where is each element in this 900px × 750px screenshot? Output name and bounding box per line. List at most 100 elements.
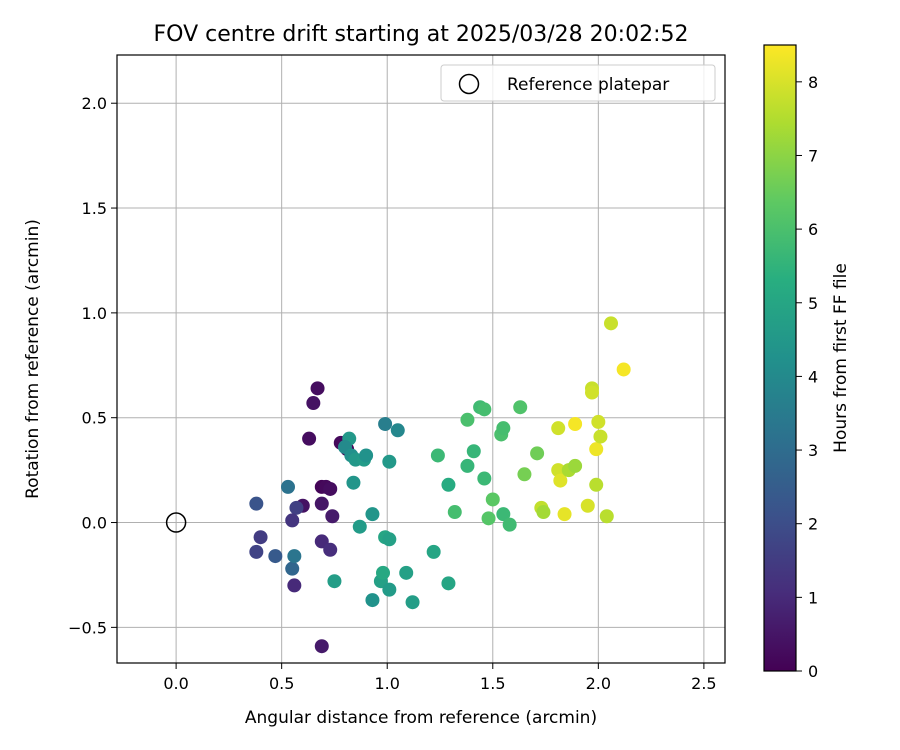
- data-point: [591, 414, 606, 429]
- y-axis-label: Rotation from reference (arcmin): [23, 219, 43, 499]
- y-tick-label: 0.0: [82, 514, 107, 533]
- colorbar-tick-label: 2: [808, 515, 818, 534]
- colorbar-tick-label: 3: [808, 441, 818, 460]
- data-point: [253, 530, 268, 545]
- data-point: [346, 475, 361, 490]
- data-point: [593, 429, 608, 444]
- data-point: [310, 381, 325, 396]
- data-point: [589, 442, 604, 457]
- data-point: [481, 511, 496, 526]
- data-point: [287, 549, 302, 564]
- data-point: [441, 477, 456, 492]
- data-point: [460, 458, 475, 473]
- data-point: [405, 595, 420, 610]
- data-point: [426, 544, 441, 559]
- data-point: [378, 416, 393, 431]
- data-point: [306, 396, 321, 411]
- x-tick-label: 2.0: [586, 674, 611, 693]
- colorbar-ticks: 0 1 2 3 4 5 6 7 8: [796, 73, 818, 681]
- legend-marker-icon: [458, 73, 480, 95]
- data-point: [530, 446, 545, 461]
- data-point: [477, 471, 492, 486]
- legend-box: [440, 64, 716, 102]
- data-point: [557, 507, 572, 522]
- y-axis-ticks: −0.5 0.0 0.5 1.0 1.5 2.0: [68, 94, 117, 637]
- legend-entry-reference: Reference platepar: [507, 75, 669, 95]
- data-point: [568, 416, 583, 431]
- data-point: [616, 362, 631, 377]
- data-point: [323, 481, 338, 496]
- data-point: [314, 496, 329, 511]
- data-point: [441, 576, 456, 591]
- colorbar-tick-label: 8: [808, 73, 818, 92]
- data-point: [287, 578, 302, 593]
- data-point: [460, 412, 475, 427]
- colorbar-tick-label: 1: [808, 588, 818, 607]
- data-point: [382, 454, 397, 469]
- data-points: [249, 316, 631, 654]
- data-point: [477, 402, 492, 417]
- data-point: [249, 496, 264, 511]
- data-point: [382, 532, 397, 547]
- data-point: [365, 593, 380, 608]
- y-tick-label: 2.0: [82, 94, 107, 113]
- colorbar-tick-label: 4: [808, 367, 818, 386]
- y-tick-label: −0.5: [68, 618, 107, 637]
- data-point: [390, 423, 405, 438]
- data-point: [604, 316, 618, 331]
- data-point: [553, 473, 568, 488]
- data-point: [485, 492, 500, 507]
- colorbar-tick-label: 5: [808, 294, 818, 313]
- colorbar-tick-label: 7: [808, 146, 818, 165]
- x-tick-label: 1.0: [374, 674, 399, 693]
- data-point: [249, 544, 264, 559]
- data-point: [352, 519, 367, 534]
- data-point: [517, 467, 532, 482]
- data-point: [285, 561, 300, 576]
- data-point: [281, 479, 295, 494]
- data-point: [399, 565, 414, 580]
- chart-title: FOV centre drift starting at 2025/03/28 …: [154, 22, 689, 47]
- data-point: [325, 509, 340, 524]
- y-tick-label: 1.0: [82, 304, 107, 323]
- x-tick-label: 0.0: [163, 674, 188, 693]
- y-tick-label: 0.5: [82, 409, 107, 428]
- plot-frame: [116, 54, 726, 664]
- data-point: [513, 400, 528, 415]
- x-tick-label: 0.5: [269, 674, 294, 693]
- grid-lines: [117, 55, 725, 663]
- data-point: [285, 513, 300, 528]
- data-point: [585, 385, 599, 400]
- data-point: [536, 505, 551, 520]
- colorbar-label: Hours from first FF file: [831, 263, 851, 453]
- data-point: [580, 498, 595, 513]
- x-axis-ticks: 0.0 0.5 1.0 1.5 2.0 2.5: [163, 663, 717, 693]
- data-point: [496, 421, 511, 436]
- data-point: [382, 582, 397, 597]
- data-point: [447, 505, 462, 520]
- data-point: [496, 507, 511, 522]
- x-tick-label: 2.5: [691, 674, 716, 693]
- data-point: [376, 565, 390, 580]
- legend: Reference platepar: [440, 64, 716, 102]
- x-axis-label: Angular distance from reference (arcmin): [245, 708, 597, 728]
- data-point: [551, 463, 566, 478]
- data-point: [599, 509, 614, 524]
- data-point: [551, 421, 566, 436]
- data-point: [359, 448, 374, 463]
- data-point: [302, 431, 317, 446]
- colorbar-tick-label: 0: [808, 662, 818, 681]
- y-tick-label: 1.5: [82, 199, 107, 218]
- data-point: [365, 507, 380, 522]
- data-point: [568, 458, 583, 473]
- data-point: [268, 549, 283, 564]
- data-point: [502, 517, 517, 532]
- colorbar: [763, 44, 797, 672]
- colorbar-tick-label: 6: [808, 220, 818, 239]
- data-point: [466, 444, 481, 459]
- data-point: [589, 477, 604, 492]
- data-point: [289, 500, 304, 515]
- data-point: [430, 448, 445, 463]
